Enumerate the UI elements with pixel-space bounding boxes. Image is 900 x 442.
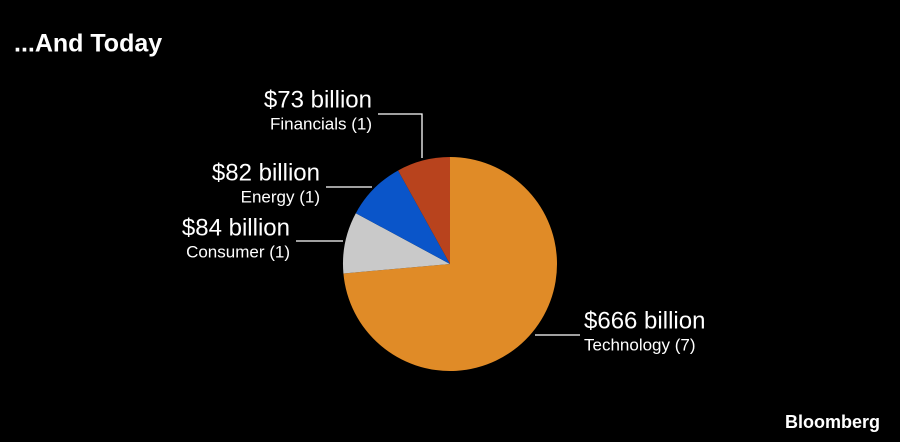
value-label: $84 billion (182, 214, 290, 241)
value-label: $82 billion (212, 159, 320, 186)
pie-slice (343, 157, 557, 372)
chart-title: ...And Today (14, 30, 162, 58)
pie-slice (355, 170, 450, 264)
category-label: Energy (1) (241, 187, 320, 206)
source: Bloomberg (785, 412, 880, 432)
pie-slice (343, 213, 450, 274)
value-label: $73 billion (264, 86, 372, 113)
category-label: Consumer (1) (186, 242, 290, 261)
leader-line (378, 113, 423, 158)
pie-slice (398, 157, 450, 264)
value-label: $666 billion (584, 307, 705, 334)
category-label: Technology (7) (584, 335, 696, 354)
category-label: Financials (1) (270, 114, 372, 133)
